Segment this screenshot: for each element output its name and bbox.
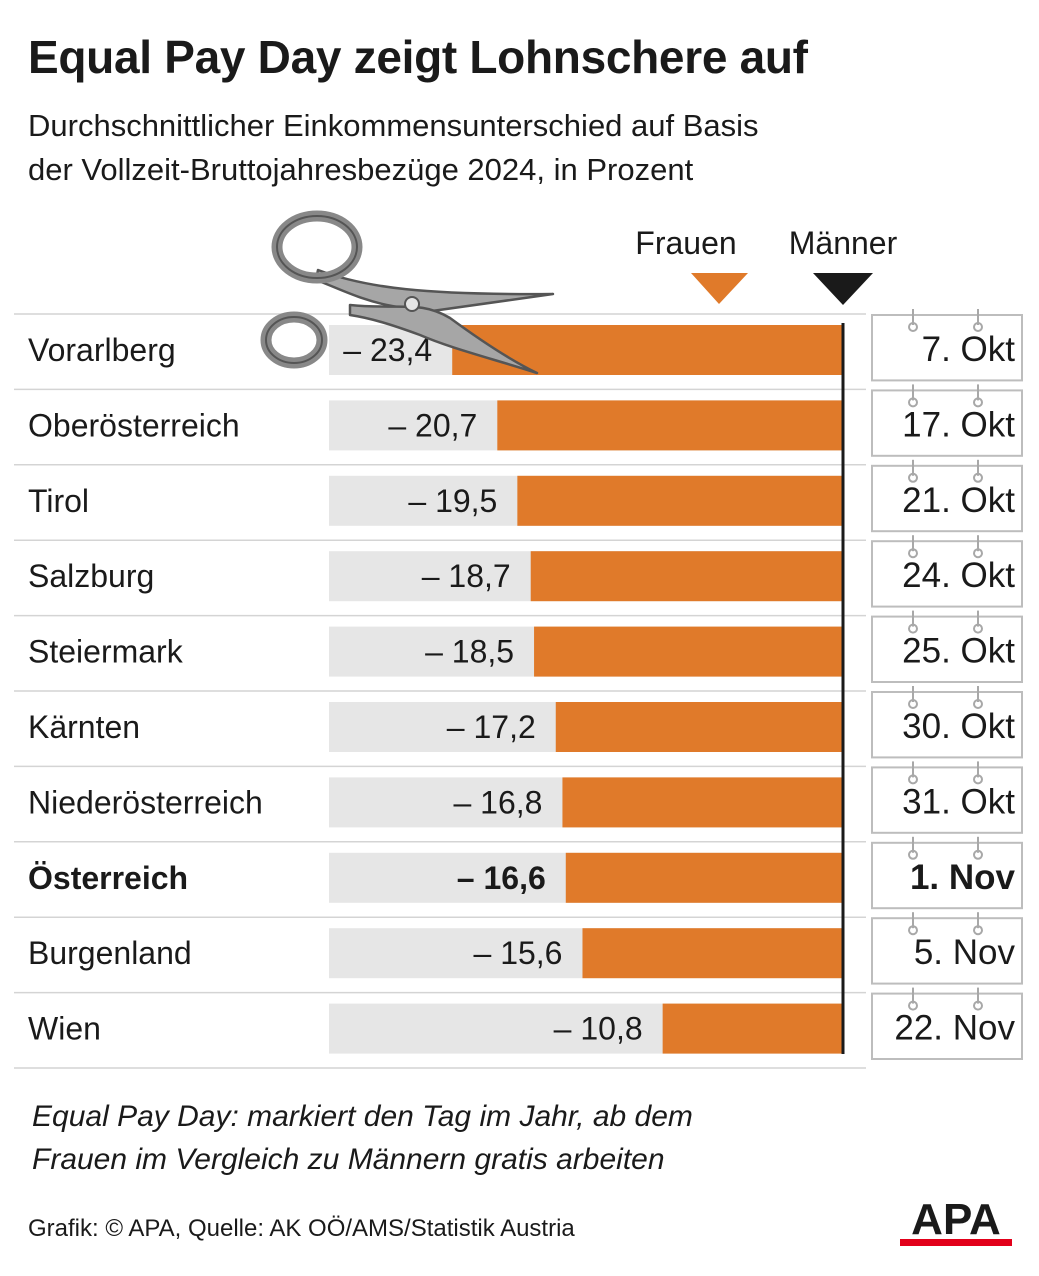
category-label: Burgenland	[28, 935, 192, 971]
calendar-ring-icon	[908, 397, 918, 408]
date-label: 7. Okt	[922, 330, 1016, 369]
footnote-line-2: Frauen im Vergleich zu Männern gratis ar…	[32, 1143, 665, 1176]
calendar-ring-icon	[973, 1000, 983, 1011]
date-label: 30. Okt	[902, 707, 1015, 746]
bar	[452, 325, 843, 375]
legend-frauen-marker	[691, 273, 748, 304]
category-label: Tirol	[28, 483, 89, 519]
bar	[582, 928, 843, 979]
calendar-ring-icon	[908, 774, 918, 785]
apa-logo-text: APA	[911, 1196, 1001, 1244]
calendar-ring-icon	[908, 849, 918, 860]
category-label: Niederösterreich	[28, 784, 263, 820]
date-label: 1. Nov	[910, 858, 1016, 897]
category-label: Vorarlberg	[28, 332, 176, 368]
legend-maenner-marker	[813, 273, 873, 305]
source-credit: Grafik: © APA, Quelle: AK OÖ/AMS/Statist…	[28, 1215, 575, 1242]
bar	[562, 777, 843, 828]
calendar-box	[871, 389, 1023, 457]
value-label: – 18,7	[422, 558, 511, 594]
calendar-ring-icon	[973, 774, 983, 785]
calendar-box	[871, 615, 1023, 683]
chart-subtitle-line-1: Durchschnittlicher Einkommensunterschied…	[28, 108, 759, 143]
bar	[662, 1003, 843, 1054]
apa-logo: APA	[900, 1196, 1012, 1246]
calendar-ring-icon	[973, 699, 983, 709]
bar	[497, 400, 843, 451]
bar-chart: Vorarlberg – 23,4 7. Okt Oberösterreich – 20…	[14, 210, 1023, 1069]
value-label: – 10,8	[554, 1011, 643, 1047]
bar	[555, 702, 843, 752]
date-label: 5. Nov	[914, 933, 1016, 972]
scissors-icon	[260, 210, 555, 375]
chart-title: Equal Pay Day zeigt Lohnschere auf	[28, 31, 808, 83]
date-label: 31. Okt	[902, 782, 1015, 821]
calendar-box	[871, 691, 1023, 759]
value-label: – 18,5	[425, 634, 514, 670]
calendar-box	[871, 464, 1023, 533]
footnote-line-1: Equal Pay Day: markiert den Tag im Jahr,…	[32, 1100, 693, 1133]
calendar-ring-icon	[973, 623, 983, 634]
calendar-ring-icon	[908, 322, 918, 332]
date-label: 21. Okt	[902, 481, 1015, 520]
calendar-ring-icon	[908, 623, 918, 634]
bar	[530, 551, 843, 602]
calendar-box	[871, 314, 1023, 382]
value-label: – 19,5	[408, 483, 497, 519]
chart-rows: Vorarlberg – 23,4 7. Okt Oberösterreich – 20…	[14, 309, 1023, 1069]
date-label: 25. Okt	[902, 632, 1015, 671]
date-label: 22. Nov	[894, 1009, 1015, 1048]
calendar-ring-icon	[908, 548, 918, 559]
category-label: Oberösterreich	[28, 407, 240, 443]
value-label: – 16,8	[453, 784, 542, 820]
category-label: Steiermark	[28, 634, 184, 670]
calendar-ring-icon	[908, 699, 918, 709]
bar	[517, 475, 843, 526]
calendar-box	[871, 841, 1023, 910]
calendar-ring-icon	[973, 322, 983, 332]
calendar-ring-icon	[973, 548, 983, 559]
value-label: – 20,7	[388, 407, 477, 443]
calendar-box	[871, 992, 1023, 1060]
calendar-ring-icon	[973, 925, 983, 936]
value-label: – 23,4	[343, 332, 432, 368]
calendar-ring-icon	[908, 472, 918, 483]
legend-frauen-label: Frauen	[635, 225, 736, 261]
category-label: Österreich	[28, 860, 188, 896]
calendar-ring-icon	[973, 849, 983, 860]
calendar-ring-icon	[908, 925, 918, 936]
bar	[565, 852, 843, 903]
calendar-box	[871, 766, 1023, 834]
calendar-ring-icon	[973, 472, 983, 483]
value-label: – 15,6	[474, 935, 563, 971]
legend-maenner-label: Männer	[789, 225, 898, 261]
calendar-box	[871, 540, 1023, 608]
calendar-box	[871, 917, 1023, 985]
date-label: 24. Okt	[902, 556, 1015, 595]
calendar-ring-icon	[973, 397, 983, 408]
chart-subtitle-line-2: der Vollzeit-Bruttojahresbezüge 2024, in…	[28, 152, 694, 187]
bar	[534, 626, 843, 677]
category-label: Kärnten	[28, 709, 140, 745]
calendar-ring-icon	[908, 1000, 918, 1011]
date-label: 17. Okt	[902, 405, 1015, 444]
value-label: – 16,6	[457, 860, 546, 896]
category-label: Salzburg	[28, 558, 154, 594]
value-label: – 17,2	[447, 709, 536, 745]
category-label: Wien	[28, 1011, 101, 1047]
